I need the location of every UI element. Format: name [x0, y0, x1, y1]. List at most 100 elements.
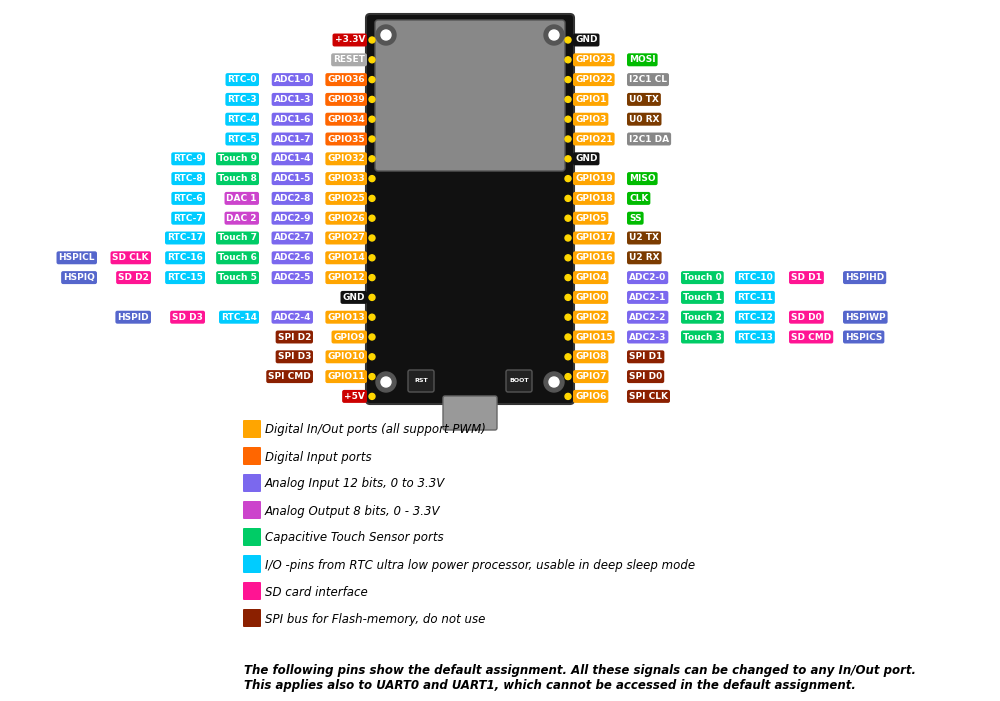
- Text: RTC-12: RTC-12: [737, 313, 773, 322]
- Text: GPIO3: GPIO3: [575, 115, 606, 123]
- Text: SD D3: SD D3: [172, 313, 203, 322]
- Text: HSPID: HSPID: [117, 313, 149, 322]
- Text: Touch 2: Touch 2: [683, 313, 722, 322]
- Text: ADC2-1: ADC2-1: [629, 293, 666, 302]
- Text: GPIO7: GPIO7: [575, 372, 606, 381]
- Circle shape: [565, 314, 571, 320]
- Text: GPIO4: GPIO4: [575, 273, 606, 282]
- Text: +3.3V: +3.3V: [334, 36, 365, 44]
- Circle shape: [369, 374, 375, 380]
- Circle shape: [376, 372, 396, 392]
- Text: GPIO23: GPIO23: [575, 55, 613, 64]
- Text: ADC2-3: ADC2-3: [629, 332, 666, 341]
- Text: GPIO22: GPIO22: [575, 75, 613, 84]
- Text: SPI D2: SPI D2: [278, 332, 311, 341]
- FancyBboxPatch shape: [443, 396, 497, 430]
- Circle shape: [369, 76, 375, 83]
- Circle shape: [565, 275, 571, 280]
- Text: ADC2-4: ADC2-4: [274, 313, 311, 322]
- Text: ADC2-2: ADC2-2: [629, 313, 666, 322]
- Circle shape: [565, 156, 571, 162]
- FancyBboxPatch shape: [243, 609, 261, 627]
- Circle shape: [369, 215, 375, 222]
- Text: SD D0: SD D0: [791, 313, 822, 322]
- Text: GND: GND: [342, 293, 365, 302]
- FancyBboxPatch shape: [366, 14, 574, 404]
- Circle shape: [544, 25, 564, 45]
- Text: ADC1-7: ADC1-7: [274, 135, 311, 144]
- FancyBboxPatch shape: [243, 474, 261, 492]
- Circle shape: [369, 37, 375, 43]
- Text: Touch 5: Touch 5: [218, 273, 257, 282]
- Text: GPIO16: GPIO16: [575, 253, 613, 262]
- Text: GPIO13: GPIO13: [327, 313, 365, 322]
- Text: SPI CMD: SPI CMD: [268, 372, 311, 381]
- Text: RTC-4: RTC-4: [227, 115, 257, 123]
- Circle shape: [565, 57, 571, 63]
- Text: Digital Input ports: Digital Input ports: [265, 451, 372, 463]
- Text: ADC2-0: ADC2-0: [629, 273, 666, 282]
- Text: SD CLK: SD CLK: [112, 253, 149, 262]
- Text: GPIO19: GPIO19: [575, 174, 613, 183]
- Circle shape: [369, 235, 375, 241]
- Circle shape: [369, 116, 375, 122]
- Text: SPI CLK: SPI CLK: [629, 392, 668, 401]
- Text: RTC-8: RTC-8: [173, 174, 203, 183]
- Text: Analog Output 8 bits, 0 - 3.3V: Analog Output 8 bits, 0 - 3.3V: [265, 505, 440, 517]
- Text: SPI D3: SPI D3: [278, 353, 311, 361]
- Text: RTC-10: RTC-10: [737, 273, 773, 282]
- Circle shape: [549, 30, 559, 40]
- Text: SS: SS: [629, 214, 642, 223]
- Text: Touch 8: Touch 8: [218, 174, 257, 183]
- Circle shape: [369, 156, 375, 162]
- Text: GPIO35: GPIO35: [327, 135, 365, 144]
- Text: Touch 9: Touch 9: [218, 154, 257, 163]
- FancyBboxPatch shape: [243, 582, 261, 600]
- Circle shape: [369, 175, 375, 182]
- FancyBboxPatch shape: [243, 528, 261, 546]
- Circle shape: [565, 116, 571, 122]
- Circle shape: [565, 175, 571, 182]
- Text: I2C1 DA: I2C1 DA: [629, 135, 669, 144]
- Text: GPIO5: GPIO5: [575, 214, 606, 223]
- Text: ADC1-3: ADC1-3: [274, 95, 311, 104]
- Text: SPI D1: SPI D1: [629, 353, 662, 361]
- FancyBboxPatch shape: [506, 370, 532, 392]
- Text: CLK: CLK: [629, 194, 648, 203]
- Text: RTC-5: RTC-5: [227, 135, 257, 144]
- Text: GPIO21: GPIO21: [575, 135, 613, 144]
- Text: MOSI: MOSI: [629, 55, 656, 64]
- FancyBboxPatch shape: [243, 420, 261, 438]
- Text: RTC-11: RTC-11: [737, 293, 773, 302]
- Circle shape: [369, 294, 375, 301]
- Text: Touch 7: Touch 7: [218, 233, 257, 243]
- Text: GPIO12: GPIO12: [327, 273, 365, 282]
- Text: HSPICS: HSPICS: [845, 332, 882, 341]
- Text: Touch 1: Touch 1: [683, 293, 722, 302]
- Circle shape: [369, 314, 375, 320]
- Circle shape: [565, 334, 571, 340]
- Text: GPIO34: GPIO34: [327, 115, 365, 123]
- Text: RTC-16: RTC-16: [167, 253, 203, 262]
- Text: GPIO17: GPIO17: [575, 233, 613, 243]
- Text: GPIO25: GPIO25: [327, 194, 365, 203]
- Text: RTC-3: RTC-3: [227, 95, 257, 104]
- Text: U2 RX: U2 RX: [629, 253, 660, 262]
- Circle shape: [369, 136, 375, 142]
- Text: ADC2-8: ADC2-8: [274, 194, 311, 203]
- Text: RESET: RESET: [333, 55, 365, 64]
- Circle shape: [565, 374, 571, 380]
- Text: RTC-7: RTC-7: [173, 214, 203, 223]
- Text: SD D2: SD D2: [118, 273, 149, 282]
- Circle shape: [565, 196, 571, 201]
- Circle shape: [369, 334, 375, 340]
- Text: Touch 6: Touch 6: [218, 253, 257, 262]
- FancyBboxPatch shape: [243, 501, 261, 519]
- Text: GPIO9: GPIO9: [334, 332, 365, 341]
- FancyBboxPatch shape: [243, 555, 261, 573]
- FancyBboxPatch shape: [243, 447, 261, 465]
- Text: RTC-0: RTC-0: [228, 75, 257, 84]
- Text: GPIO2: GPIO2: [575, 313, 606, 322]
- Text: ADC1-0: ADC1-0: [274, 75, 311, 84]
- Text: DAC 2: DAC 2: [226, 214, 257, 223]
